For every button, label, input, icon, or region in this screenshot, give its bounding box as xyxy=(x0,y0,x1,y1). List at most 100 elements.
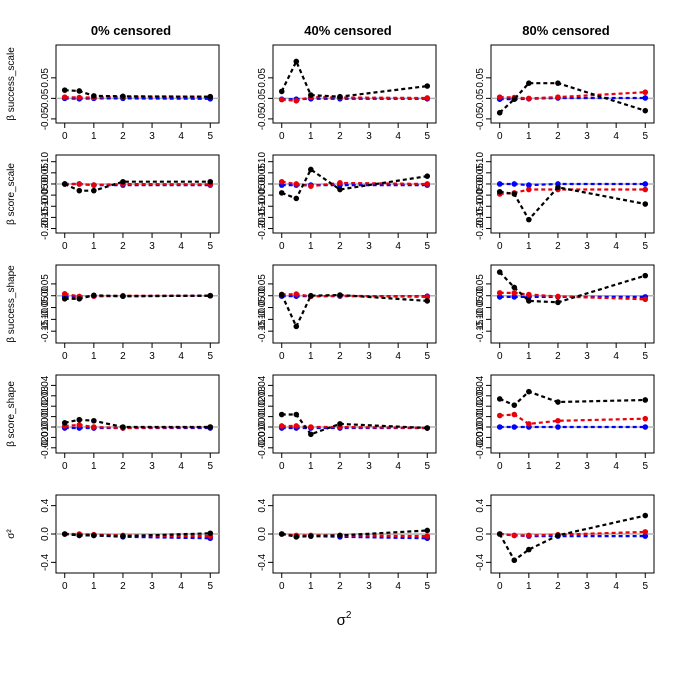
series-point-black xyxy=(308,431,314,438)
y-tick-label: -0.02 xyxy=(475,436,486,459)
series-point-black xyxy=(424,83,431,89)
series-point-black xyxy=(555,532,561,539)
series-point-black xyxy=(293,323,300,330)
y-tick-label: 0.03 xyxy=(257,386,268,406)
column-title-0: 0% censored xyxy=(91,23,171,38)
series-point-black xyxy=(278,411,285,418)
x-tick-label: 4 xyxy=(613,461,619,472)
series-point-black xyxy=(207,424,214,430)
column-title-2: 80% censored xyxy=(522,23,609,38)
y-tick-label: 0.00 xyxy=(475,174,486,194)
series-point-black xyxy=(555,399,561,405)
x-tick-label: 5 xyxy=(424,581,430,592)
x-tick-label: 5 xyxy=(424,351,430,362)
x-tick-label: 3 xyxy=(584,351,590,362)
panel-frame xyxy=(490,44,655,124)
panel-frame xyxy=(55,154,220,234)
x-tick-label: 5 xyxy=(207,581,213,592)
x-tick-label: 1 xyxy=(308,581,314,592)
series-point-black xyxy=(120,93,126,100)
series-point-black xyxy=(61,531,68,537)
series-point-black xyxy=(496,269,503,275)
x-tick-label: 5 xyxy=(424,461,430,472)
x-tick-label: 5 xyxy=(424,131,430,142)
series-point-black xyxy=(496,396,503,402)
y-tick-label: 0.0 xyxy=(40,527,51,541)
x-tick-label: 4 xyxy=(395,241,401,252)
series-point-black xyxy=(424,298,431,304)
x-axis-label-exponent: 2 xyxy=(346,610,352,621)
y-tick-label: 0.00 xyxy=(475,417,486,437)
panel-r3-c1: 0 1 2 3 4 5 -0.02-0.010.000.010.020.030.04 xyxy=(257,374,437,472)
series-point-blue xyxy=(496,181,503,187)
series-point-black xyxy=(61,296,68,302)
series-line-black xyxy=(280,293,428,330)
series-point-red xyxy=(424,294,431,300)
series-point-red xyxy=(308,183,314,189)
y-tick-label: 0.4 xyxy=(40,498,51,512)
panel-r4-c0: 0 1 2 3 4 5 -0.4 0.0 0.4 σ² xyxy=(6,494,220,592)
series-point-black xyxy=(337,532,343,539)
series-point-blue xyxy=(642,424,649,430)
y-tick-label: -0.15 xyxy=(257,206,268,229)
x-tick-label: 2 xyxy=(120,131,126,142)
series-point-black xyxy=(511,402,518,408)
x-tick-label: 1 xyxy=(308,461,314,472)
y-tick-label: 0.00 xyxy=(257,286,268,306)
row-label: β score_shape xyxy=(6,381,17,447)
series-point-black xyxy=(278,531,285,537)
y-tick-label: -0.15 xyxy=(475,206,486,229)
column-titles: 0% censored 40% censored 80% censored xyxy=(91,23,610,38)
x-tick-label: 4 xyxy=(395,581,401,592)
x-tick-label: 1 xyxy=(526,581,532,592)
x-tick-label: 4 xyxy=(613,351,619,362)
series-point-red xyxy=(424,533,431,539)
x-tick-label: 3 xyxy=(366,461,372,472)
x-tick-label: 5 xyxy=(642,241,648,252)
panel-r4-c2: 0 1 2 3 4 5 -0.4 0.0 0.4 xyxy=(475,494,655,592)
x-tick-label: 3 xyxy=(149,241,155,252)
y-tick-label: -0.05 xyxy=(40,296,51,319)
series-point-black xyxy=(61,87,68,93)
y-tick-label: -0.05 xyxy=(475,107,486,130)
series-point-red xyxy=(555,94,561,100)
x-axis-label: σ2 xyxy=(337,610,352,629)
series-point-black xyxy=(642,272,649,279)
series-line-black xyxy=(499,390,646,407)
series-point-black xyxy=(91,187,97,194)
y-tick-label: 0.00 xyxy=(475,286,486,306)
x-tick-label: 2 xyxy=(337,241,343,252)
x-tick-label: 4 xyxy=(395,461,401,472)
series-point-black xyxy=(278,190,285,196)
series-point-black xyxy=(511,191,518,197)
series-point-blue xyxy=(496,424,503,430)
y-tick-label: 0.02 xyxy=(475,396,486,416)
series-point-black xyxy=(293,58,300,65)
y-tick-label: -0.15 xyxy=(257,319,268,342)
series-point-black xyxy=(120,293,126,300)
y-tick-label: 0.04 xyxy=(475,375,486,395)
y-tick-label: -0.01 xyxy=(257,426,268,449)
series-point-black xyxy=(511,557,518,564)
series-point-black xyxy=(424,425,431,431)
series-point-black xyxy=(91,292,97,299)
x-tick-label: 2 xyxy=(120,241,126,252)
series-point-red xyxy=(293,423,300,429)
y-tick-label: 0.05 xyxy=(475,274,486,294)
x-tick-label: 2 xyxy=(337,461,343,472)
y-tick-label: 0.0 xyxy=(257,527,268,541)
y-tick-label: -0.02 xyxy=(257,436,268,459)
series-point-red xyxy=(496,290,503,296)
series-point-red xyxy=(308,424,314,430)
series-point-black xyxy=(91,93,97,99)
x-tick-label: 2 xyxy=(120,461,126,472)
series-point-red xyxy=(424,181,431,187)
x-tick-label: 2 xyxy=(337,131,343,142)
series-point-black xyxy=(642,107,649,114)
y-tick-label: -0.10 xyxy=(40,194,51,217)
x-tick-label: 3 xyxy=(366,581,372,592)
x-tick-label: 4 xyxy=(178,351,184,362)
series-point-black xyxy=(120,533,126,539)
